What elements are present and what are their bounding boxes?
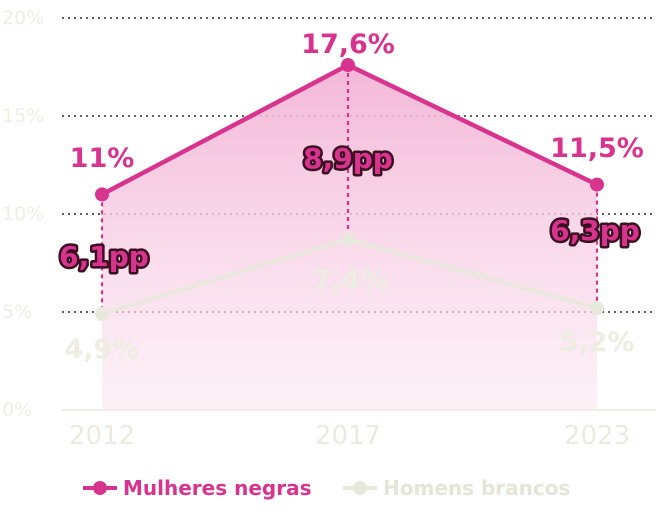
- x-tick-label-2023: 2023: [564, 421, 630, 451]
- y-tick-label: 5%: [2, 301, 32, 323]
- legend-item-homens-brancos[interactable]: Homens brancos: [343, 476, 570, 500]
- x-tick-label-2017: 2017: [315, 421, 381, 451]
- legend-label-homens-brancos: Homens brancos: [383, 476, 570, 500]
- gap-label-2012: 6,1pp: [59, 240, 149, 273]
- point-mulheres-negras-2017: [341, 58, 355, 73]
- legend: Mulheres negras Homens brancos: [83, 476, 570, 500]
- legend-item-mulheres-negras[interactable]: Mulheres negras: [83, 476, 311, 500]
- y-axis-ticks: 0% 5% 10% 15% 20%: [2, 7, 44, 421]
- x-axis-ticks: 2012 2017 2023: [69, 421, 630, 451]
- gap-label-2023: 6,3pp: [550, 214, 640, 247]
- y-tick-label: 0%: [2, 399, 32, 421]
- data-label-homens-brancos-2023: 5,2%: [560, 327, 635, 358]
- y-tick-label: 10%: [2, 203, 44, 225]
- legend-marker-mulheres-negras: [93, 481, 107, 495]
- y-tick-label: 15%: [2, 105, 44, 127]
- x-tick-label-2012: 2012: [69, 421, 135, 451]
- drop-lines: [100, 65, 599, 314]
- point-homens-brancos-2017: [341, 232, 355, 247]
- point-mulheres-negras-2012: [95, 187, 109, 202]
- legend-label-mulheres-negras: Mulheres negras: [123, 476, 311, 500]
- data-label-homens-brancos-2012: 4,9%: [65, 334, 140, 365]
- data-label-mulheres-negras-2012: 11%: [70, 143, 135, 174]
- y-tick-label: 20%: [2, 7, 44, 29]
- data-label-mulheres-negras-2017: 17,6%: [301, 29, 395, 60]
- data-label-mulheres-negras-2023: 11,5%: [550, 133, 644, 164]
- point-homens-brancos-2023: [590, 301, 604, 316]
- point-mulheres-negras-2023: [590, 177, 604, 192]
- legend-marker-homens-brancos: [353, 481, 367, 495]
- data-label-homens-brancos-2017: 7,4%: [313, 265, 388, 296]
- points-layer: [95, 58, 604, 321]
- point-homens-brancos-2012: [95, 306, 109, 321]
- labels-layer: 11% 4,9% 6,1pp 17,6% 7,4% 8,9pp 11,5% 5,2% 6,3pp: [57, 29, 644, 365]
- gap-label-2017: 8,9pp: [303, 142, 393, 175]
